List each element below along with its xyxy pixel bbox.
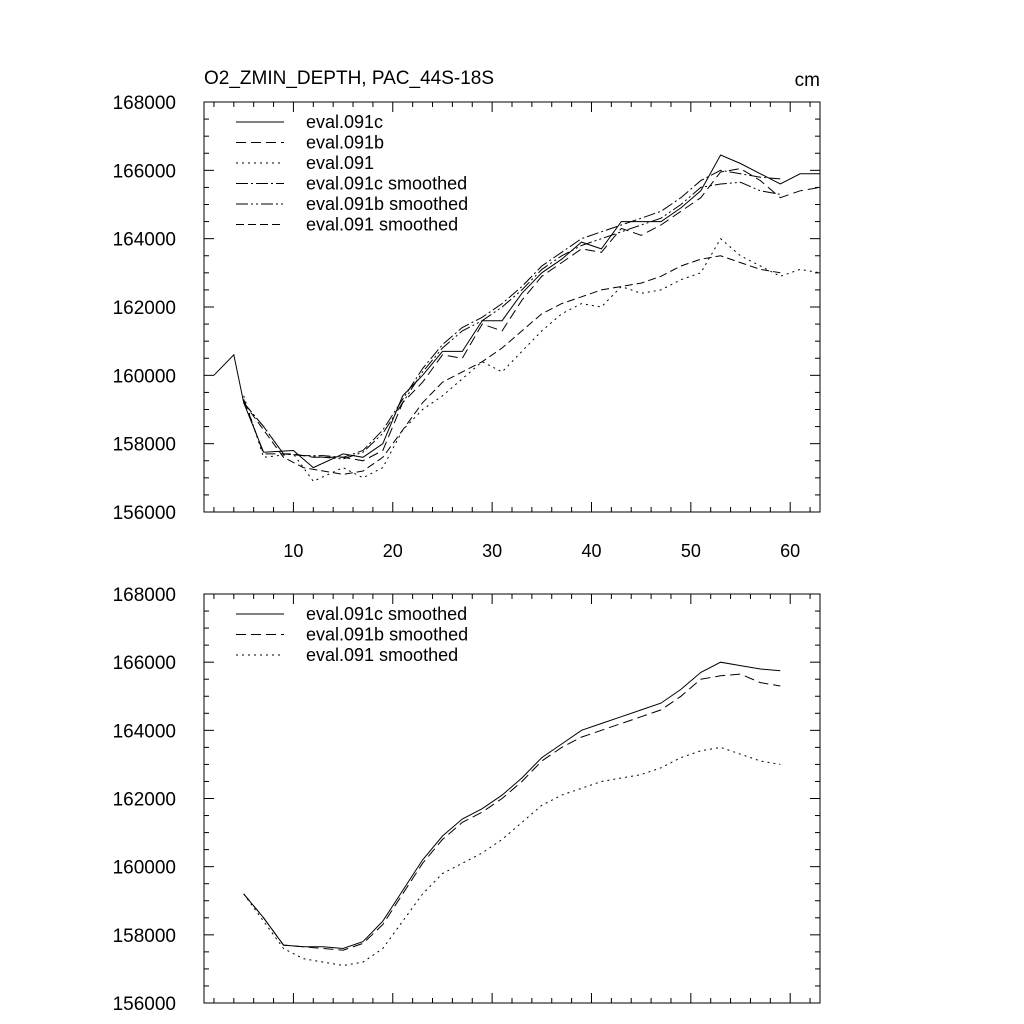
y-tick-label: 168000 bbox=[113, 585, 176, 606]
legend-label: eval.091b smoothed bbox=[306, 194, 468, 214]
y-tick-label: 162000 bbox=[113, 790, 176, 811]
x-tick-label: 30 bbox=[482, 541, 502, 561]
y-tick-label: 158000 bbox=[113, 926, 176, 947]
series-line bbox=[243, 168, 821, 462]
units-label: cm bbox=[795, 70, 820, 91]
series-line bbox=[243, 673, 781, 951]
chart-title: O2_ZMIN_DEPTH, PAC_44S-18S bbox=[204, 68, 494, 89]
y-tick-label: 158000 bbox=[113, 435, 176, 456]
legend-label: eval.091b smoothed bbox=[306, 625, 468, 645]
plot-frame bbox=[203, 593, 821, 1004]
legend-label: eval.091 smoothed bbox=[306, 215, 458, 235]
x-tick-label: 10 bbox=[283, 541, 303, 561]
legend-label: eval.091c smoothed bbox=[306, 604, 467, 624]
series-line bbox=[213, 154, 820, 469]
series-line bbox=[243, 169, 781, 458]
x-tick-label: 50 bbox=[681, 541, 701, 561]
legend-label: eval.091b bbox=[306, 133, 384, 153]
y-tick-label: 166000 bbox=[113, 161, 176, 182]
legend-label: eval.091 smoothed bbox=[306, 645, 458, 665]
y-tick-label: 166000 bbox=[113, 653, 176, 674]
bottom-panel: 156000 158000 160000 162000 164000 166000 1680… bbox=[113, 585, 821, 1015]
series-line bbox=[243, 661, 781, 950]
legend-label: eval.091c smoothed bbox=[306, 174, 467, 194]
y-tick-label: 162000 bbox=[113, 298, 176, 319]
legend-label: eval.091 bbox=[306, 153, 374, 173]
legend-label: eval.091c bbox=[306, 112, 383, 132]
top-panel: 10 20 30 40 50 60 156000 158000 160000 162000 1640… bbox=[113, 93, 821, 561]
y-tick-label: 168000 bbox=[113, 93, 176, 114]
y-tick-label: 160000 bbox=[113, 366, 176, 387]
y-tick-label: 160000 bbox=[113, 858, 176, 879]
y-tick-label: 164000 bbox=[113, 230, 176, 251]
series-line bbox=[243, 237, 821, 482]
series-line bbox=[243, 746, 781, 967]
x-tick-label: 60 bbox=[780, 541, 800, 561]
y-tick-label: 164000 bbox=[113, 721, 176, 742]
x-tick-label: 40 bbox=[581, 541, 601, 561]
x-tick-label: 20 bbox=[383, 541, 403, 561]
series-line bbox=[243, 255, 781, 475]
y-tick-label: 156000 bbox=[113, 503, 176, 524]
y-tick-label: 156000 bbox=[113, 994, 176, 1015]
